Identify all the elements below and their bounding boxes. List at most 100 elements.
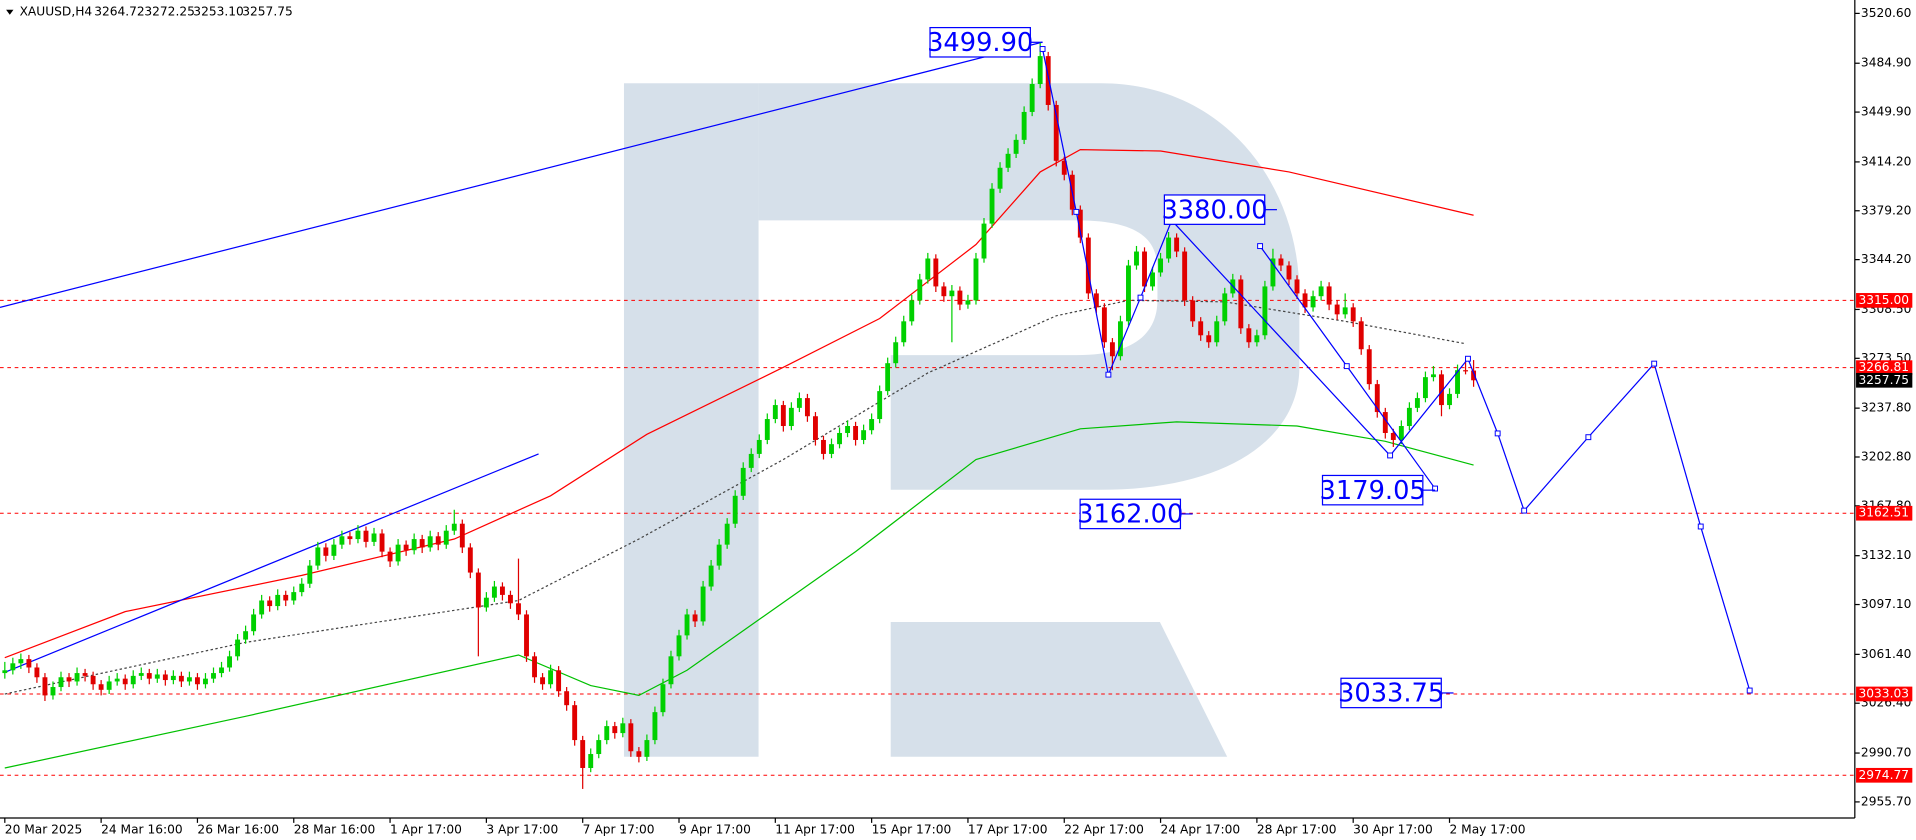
candle-body (1406, 407, 1412, 427)
candle-body (371, 533, 377, 542)
candle-body (1414, 398, 1420, 408)
y-tick-label: 3202.80 (1861, 449, 1912, 463)
header-high: 3272.25 (144, 5, 195, 19)
level-label-box (1856, 767, 1913, 783)
candle-body (178, 675, 184, 682)
candle-body (1310, 296, 1316, 308)
candle-body (1061, 160, 1067, 175)
x-tick-label: 30 Apr 17:00 (1353, 823, 1433, 837)
candle-body (636, 751, 642, 757)
candle-body (1326, 286, 1332, 305)
candle-body (764, 419, 770, 440)
annotation-box (1163, 194, 1266, 225)
candle-body (1390, 432, 1396, 440)
candle-body (1077, 209, 1083, 238)
candle-body (1134, 251, 1139, 266)
candle-body (387, 551, 393, 562)
x-tick-label: 2 May 17:00 (1450, 823, 1526, 837)
candle-body (499, 586, 505, 595)
candle-body (965, 300, 971, 305)
candle-body (483, 597, 489, 608)
candle-body (26, 659, 32, 668)
candle-body (572, 705, 578, 741)
trend-line (0, 41, 1043, 308)
candle-body (556, 670, 562, 692)
candle-body (1117, 321, 1123, 357)
candle-body (154, 674, 160, 679)
candle-body (877, 391, 883, 420)
annotation-label: 3179.05 (1320, 476, 1426, 506)
candle-body (443, 530, 449, 545)
candle-body (901, 321, 907, 343)
candle-body (620, 723, 626, 734)
candle-body (299, 583, 305, 593)
candle-body (467, 547, 473, 573)
candle-body (50, 687, 56, 696)
candle-body (524, 614, 529, 657)
candle-body (1447, 393, 1452, 406)
candle-body (628, 723, 634, 752)
symbol: XAUUSD,H4 (20, 5, 93, 19)
candle-body (869, 419, 875, 431)
candle-body (355, 530, 361, 540)
x-tick-label: 9 Apr 17:00 (679, 823, 751, 837)
candle-body (957, 290, 963, 305)
candle-body (917, 279, 923, 301)
candle-body (1190, 300, 1196, 322)
forecast-point (1494, 430, 1501, 437)
logo-leg (890, 622, 1228, 757)
candle-body (1455, 370, 1460, 394)
candles (2, 42, 1477, 789)
candle-body (1005, 153, 1011, 168)
candle-body (788, 407, 794, 427)
candle-body (1021, 111, 1027, 140)
candle-body (596, 740, 602, 755)
forecast-point (1137, 294, 1144, 301)
level-label-box (1856, 686, 1913, 702)
forecast-point (1746, 687, 1753, 694)
level-label: 2974.77 (1858, 768, 1909, 782)
forecast-point (1039, 46, 1046, 52)
forecast-point (1521, 507, 1528, 514)
candle-body (122, 678, 128, 685)
last-price-label: 3257.75 (1858, 373, 1909, 387)
x-tick-label: 20 Mar 2025 (5, 823, 82, 837)
y-tick-label: 3484.90 (1861, 56, 1912, 70)
forecast-point (1257, 243, 1264, 250)
candle-body (1278, 258, 1284, 266)
candle-body (740, 467, 746, 496)
candle-body (516, 603, 521, 615)
candle-body (1254, 335, 1260, 343)
forecast-point (1387, 452, 1394, 459)
candle-body (1471, 370, 1477, 381)
x-tick-label: 24 Mar 16:00 (101, 823, 183, 837)
candle-body (235, 639, 241, 657)
candle-body (700, 586, 706, 622)
candle-body (748, 453, 754, 468)
candle-body (1350, 307, 1356, 322)
candle-body (989, 188, 995, 224)
candle-body (804, 398, 810, 417)
x-tick-label: 28 Apr 17:00 (1257, 823, 1337, 837)
candle-body (2, 670, 8, 674)
header-low: 3253.10 (193, 5, 244, 19)
candle-body (170, 675, 176, 681)
y-tick-label: 3449.90 (1861, 105, 1912, 119)
candle-body (837, 432, 842, 445)
candle-body (475, 572, 481, 608)
candle-body (1222, 293, 1228, 322)
candle-body (732, 495, 738, 524)
candle-body (363, 530, 369, 542)
candle-body (997, 167, 1003, 189)
annotation-label: 3499.90 (927, 28, 1033, 58)
candle-body (949, 290, 955, 297)
candle-body (315, 547, 321, 566)
x-tick-label: 17 Apr 17:00 (968, 823, 1048, 837)
candle-body (82, 673, 88, 676)
candle-body (508, 594, 513, 604)
y-tick-label: 3520.60 (1861, 6, 1912, 20)
candle-body (1150, 272, 1155, 287)
candle-body (66, 677, 72, 682)
logo-bowl (758, 83, 1300, 490)
